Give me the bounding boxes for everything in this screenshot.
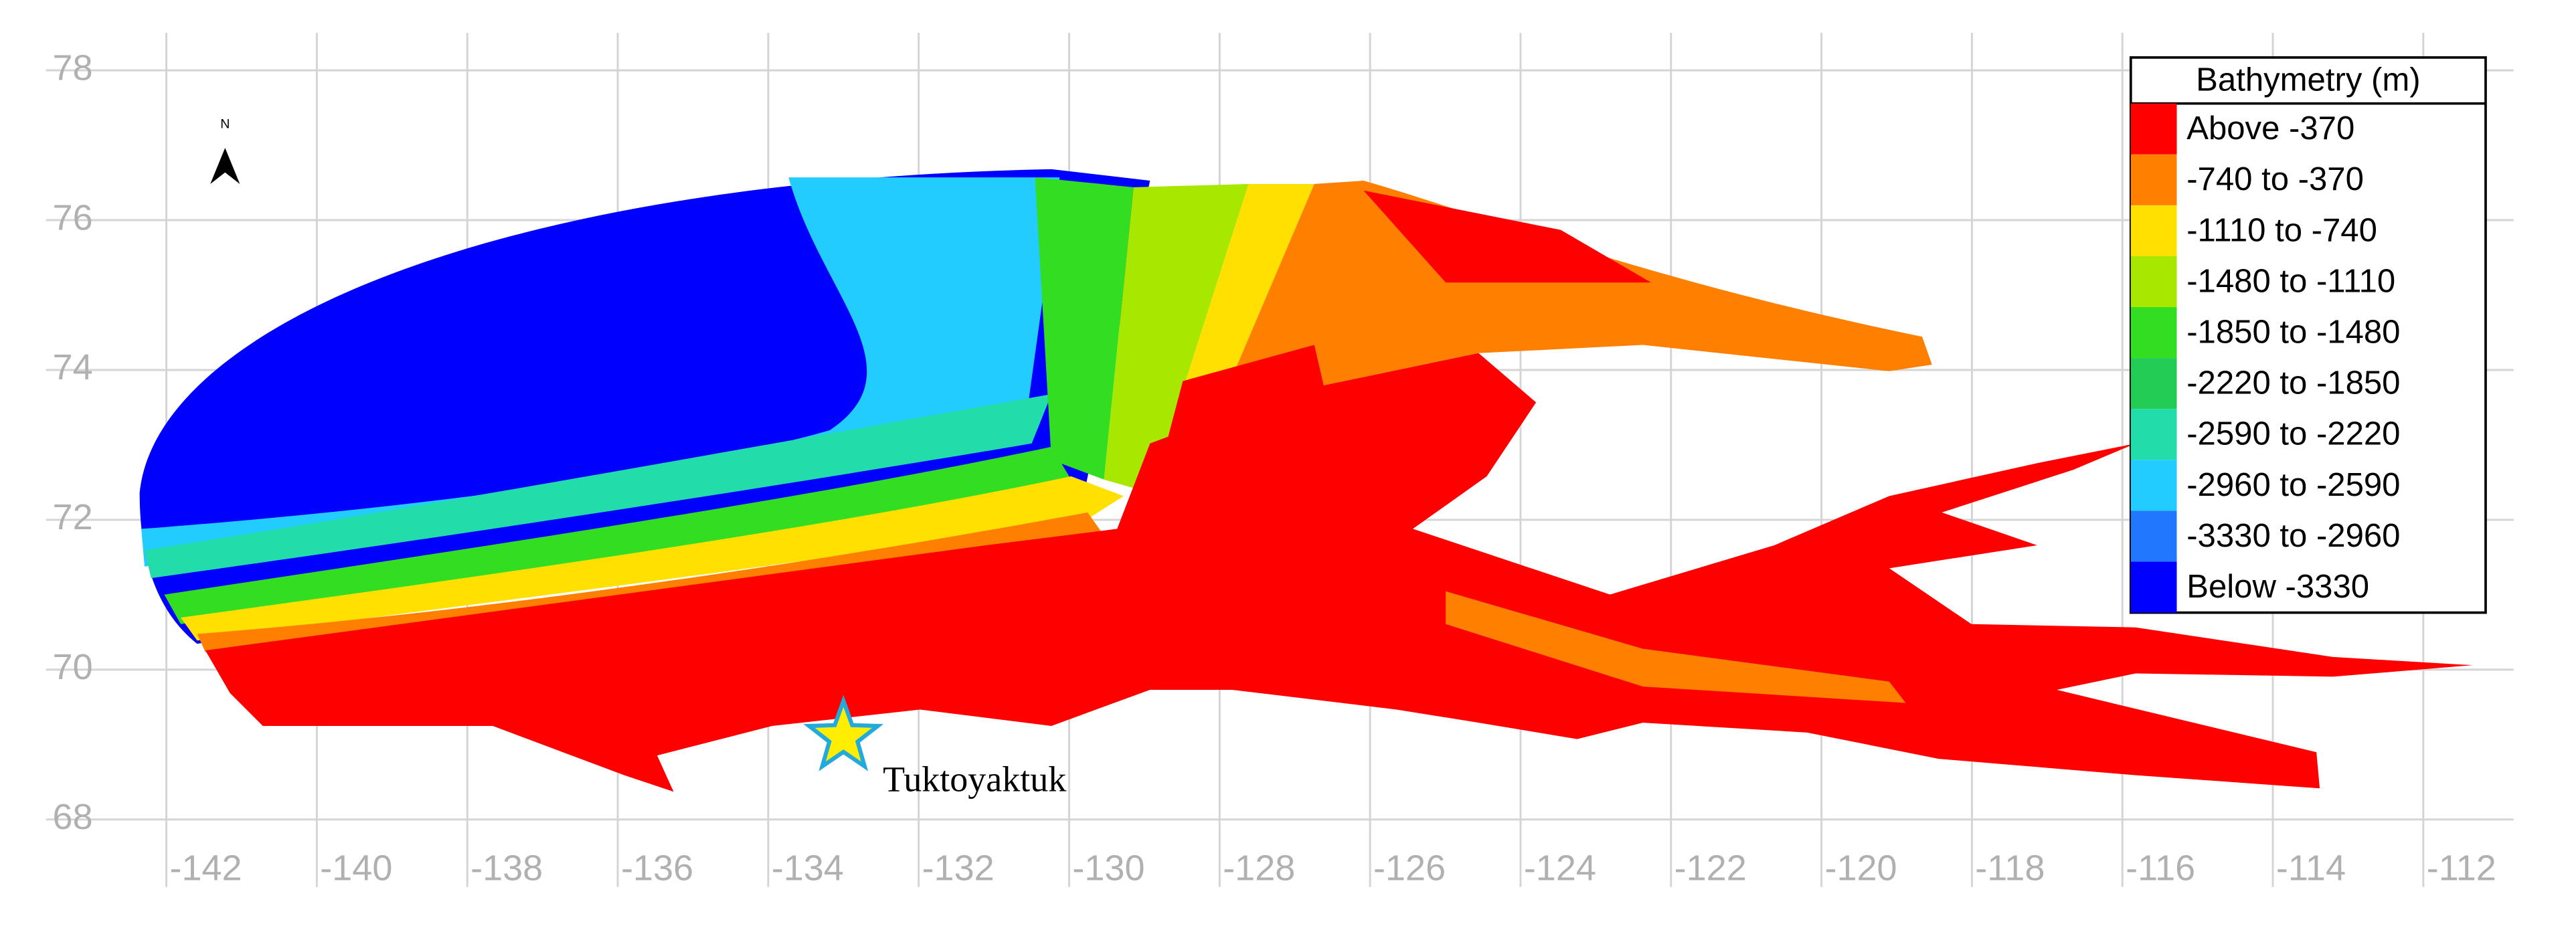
north-label: N — [220, 117, 230, 132]
legend-label: -2220 to -1850 — [2186, 365, 2400, 401]
x-tick-label: -136 — [621, 848, 693, 888]
place-label: Tuktoyaktuk — [883, 759, 1066, 800]
legend-swatch — [2130, 460, 2177, 511]
x-tick-label: -138 — [470, 848, 543, 888]
shallow-zone — [205, 190, 2473, 792]
legend-swatch — [2130, 358, 2177, 409]
legend: Bathymetry (m) Above -370 -740 to -370 -111… — [2129, 56, 2487, 614]
x-tick-label: -118 — [1975, 848, 2045, 888]
legend-swatch — [2130, 409, 2177, 460]
teal-zone — [145, 394, 1052, 579]
channel-shelf — [1446, 591, 1906, 703]
legend-label: Below -3330 — [2186, 569, 2369, 605]
x-tick-label: -114 — [2276, 848, 2346, 888]
legend-label: -2590 to -2220 — [2186, 416, 2400, 452]
x-tick-label: -140 — [320, 848, 392, 888]
legend-swatch — [2130, 561, 2177, 613]
y-tick-label: 76 — [53, 197, 93, 238]
y-tick-label: 72 — [53, 497, 93, 537]
x-tick-label: -128 — [1223, 848, 1295, 888]
legend-swatch — [2130, 307, 2177, 359]
lime-zone — [1104, 183, 1249, 493]
legend-label: -1850 to -1480 — [2186, 314, 2400, 351]
north-arrow-shape — [210, 147, 240, 184]
y-tick-label: 68 — [53, 797, 93, 837]
legend-swatch — [2130, 256, 2177, 308]
legend-label: -1480 to -1110 — [2186, 263, 2395, 299]
x-tick-label: -130 — [1072, 848, 1144, 888]
x-tick-label: -142 — [169, 848, 242, 888]
x-tick-label: -134 — [772, 848, 844, 888]
x-tick-label: -120 — [1824, 848, 1897, 888]
y-tick-label: 74 — [53, 347, 93, 387]
x-tick-label: -122 — [1675, 848, 1747, 888]
x-tick-label: -112 — [2427, 848, 2496, 888]
x-tick-label: -132 — [922, 848, 995, 888]
legend-swatch — [2130, 511, 2177, 562]
legend-swatch — [2130, 205, 2177, 256]
legend-label: Above -370 — [2186, 110, 2354, 147]
bathymetry-shapes — [139, 169, 2473, 792]
legend-swatch — [2130, 103, 2177, 155]
legend-label: -2960 to -2590 — [2186, 467, 2400, 503]
shelf-zone — [197, 181, 1932, 710]
place-star — [803, 694, 884, 771]
legend-label: -740 to -370 — [2186, 161, 2364, 197]
y-tick-label: 78 — [53, 48, 93, 88]
cyan-zone — [141, 177, 1060, 567]
x-tick-label: -116 — [2126, 848, 2195, 888]
legend-title: Bathymetry (m) — [2196, 62, 2420, 98]
x-tick-label: -126 — [1373, 848, 1446, 888]
y-tick-label: 70 — [53, 647, 93, 687]
legend-label: -1110 to -740 — [2186, 212, 2377, 248]
legend-label: -3330 to -2960 — [2186, 518, 2400, 554]
x-tick-label: -124 — [1524, 848, 1596, 888]
place-marker: Tuktoyaktuk — [803, 694, 1066, 800]
legend-swatch — [2130, 154, 2177, 205]
legend-box — [2129, 56, 2487, 614]
north-arrow: N — [210, 117, 240, 184]
